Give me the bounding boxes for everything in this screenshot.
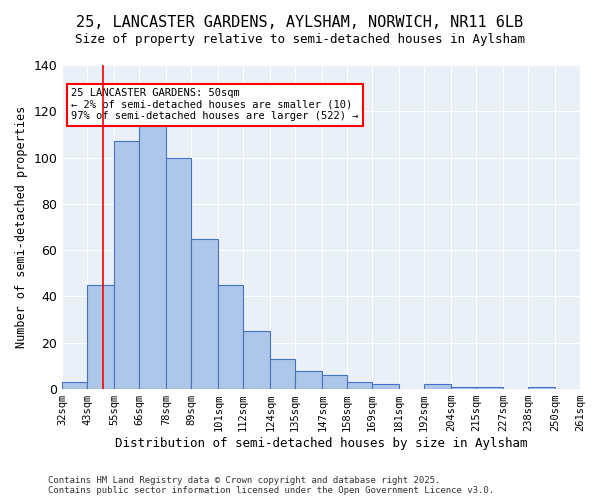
- Bar: [243, 331, 270, 389]
- Text: Contains HM Land Registry data © Crown copyright and database right 2025.
Contai: Contains HM Land Registry data © Crown c…: [48, 476, 494, 495]
- Bar: [424, 384, 451, 389]
- Text: 25, LANCASTER GARDENS, AYLSHAM, NORWICH, NR11 6LB: 25, LANCASTER GARDENS, AYLSHAM, NORWICH,…: [76, 15, 524, 30]
- Bar: [139, 112, 166, 389]
- Text: 25 LANCASTER GARDENS: 50sqm
← 2% of semi-detached houses are smaller (10)
97% of: 25 LANCASTER GARDENS: 50sqm ← 2% of semi…: [71, 88, 359, 122]
- Bar: [191, 238, 218, 389]
- Bar: [114, 142, 139, 389]
- Y-axis label: Number of semi-detached properties: Number of semi-detached properties: [15, 106, 28, 348]
- X-axis label: Distribution of semi-detached houses by size in Aylsham: Distribution of semi-detached houses by …: [115, 437, 527, 450]
- Bar: [528, 387, 555, 389]
- Bar: [295, 370, 322, 389]
- Bar: [270, 359, 295, 389]
- Text: Size of property relative to semi-detached houses in Aylsham: Size of property relative to semi-detach…: [75, 32, 525, 46]
- Bar: [87, 285, 114, 389]
- Bar: [476, 387, 503, 389]
- Bar: [166, 158, 191, 389]
- Bar: [218, 285, 243, 389]
- Bar: [62, 382, 87, 389]
- Bar: [451, 387, 476, 389]
- Bar: [372, 384, 399, 389]
- Bar: [322, 375, 347, 389]
- Bar: [347, 382, 372, 389]
